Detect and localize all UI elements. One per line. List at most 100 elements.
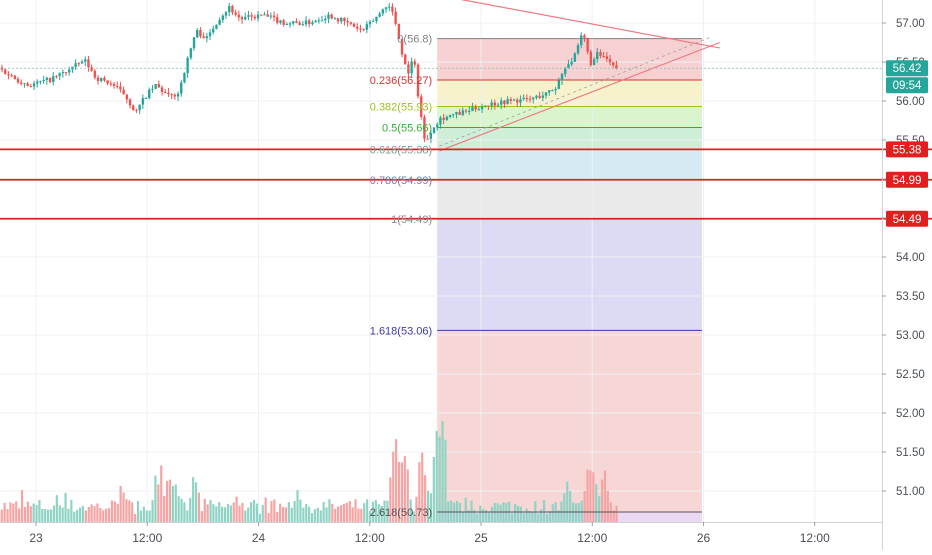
candle-body [455, 112, 457, 114]
volume-bar [250, 502, 252, 522]
candle-body [494, 102, 496, 105]
volume-bar [47, 510, 49, 522]
candle-body [145, 98, 147, 99]
candle-body [522, 98, 524, 99]
volume-bar [273, 499, 275, 522]
volume-bar [482, 509, 484, 522]
fib-level-label: 1.618(53.06) [370, 325, 432, 337]
volume-bar [151, 500, 153, 522]
candle-body [74, 63, 76, 67]
volume-bar [96, 503, 98, 522]
volume-bar [143, 507, 145, 522]
y-tick-label: 51.50 [896, 447, 925, 459]
candle-body [334, 18, 336, 19]
volume-bar [146, 510, 148, 522]
candle-body [446, 117, 448, 120]
volume-bar [230, 505, 232, 522]
candle-body [481, 107, 483, 110]
candle-body [462, 111, 464, 115]
candle-body [212, 29, 214, 32]
volume-bar [178, 496, 180, 522]
volume-bar [589, 470, 591, 522]
volume-bar [183, 502, 185, 522]
candle-body [468, 111, 470, 112]
volume-bar [30, 506, 32, 522]
candle-body [186, 58, 188, 73]
candle-body [433, 127, 435, 133]
volume-bar [291, 508, 293, 522]
candle-body [359, 29, 361, 30]
volume-bar [195, 482, 197, 522]
candle-body [407, 64, 409, 73]
last-price-tag: 56.42 [893, 63, 922, 75]
candle-body [382, 9, 384, 13]
fib-zone [437, 128, 702, 150]
volume-bar [186, 510, 188, 522]
volume-bar [204, 499, 206, 522]
y-tick-label: 52.50 [896, 369, 925, 381]
candle-body [292, 21, 294, 23]
candle-body [602, 56, 604, 57]
candle-body [324, 19, 326, 21]
candle-body [286, 24, 288, 25]
volume-bar [604, 471, 606, 522]
candle-body [103, 78, 105, 81]
y-tick-label: 53.00 [896, 330, 925, 342]
volume-bar [528, 511, 530, 522]
volume-bar [192, 477, 194, 522]
volume-bar [108, 508, 110, 522]
candle-body [106, 80, 108, 83]
volume-bar [111, 501, 113, 522]
candle-body [305, 20, 307, 24]
candle-body [218, 20, 220, 25]
candle-body [94, 71, 96, 78]
candle-body [346, 21, 348, 22]
candle-body [132, 106, 134, 111]
candle-body [158, 84, 160, 87]
candle-body [574, 53, 576, 61]
candle-body [196, 30, 198, 37]
y-tick-label: 53.50 [896, 291, 925, 303]
volume-bar [259, 514, 261, 522]
candle-body [465, 111, 467, 112]
volume-bar [499, 505, 501, 522]
candle-body [199, 30, 201, 36]
x-tick-label: 12:00 [577, 531, 607, 545]
candle-body [385, 7, 387, 9]
candle-body [135, 110, 137, 111]
candle-body [372, 21, 374, 22]
volume-bar [256, 504, 258, 522]
volume-bar [24, 507, 26, 522]
candle-body [318, 20, 320, 21]
volume-bar [456, 501, 458, 522]
candle-body [337, 18, 339, 21]
volume-bar [117, 504, 119, 522]
volume-bar [340, 505, 342, 522]
volume-bar [294, 501, 296, 522]
fib-zone [437, 219, 702, 331]
fib-zone [437, 80, 702, 107]
volume-bar [27, 502, 29, 522]
candle-body [302, 24, 304, 25]
volume-bar [166, 481, 168, 522]
candle-body [314, 21, 316, 23]
volume-bar [41, 509, 43, 522]
candle-body [558, 81, 560, 89]
candle-body [378, 14, 380, 17]
volume-bar [262, 505, 264, 522]
volume-bar [79, 508, 81, 522]
candle-body [564, 68, 566, 74]
volume-bar [328, 499, 330, 522]
volume-bar [44, 509, 46, 522]
candle-body [599, 52, 601, 56]
candle-body [500, 101, 502, 105]
volume-bar [523, 513, 525, 522]
candle-body [449, 115, 451, 117]
candle-body [356, 27, 358, 29]
volume-bar [157, 485, 159, 522]
candle-body [375, 17, 377, 21]
candle-body [154, 84, 156, 89]
volume-bar [244, 511, 246, 522]
